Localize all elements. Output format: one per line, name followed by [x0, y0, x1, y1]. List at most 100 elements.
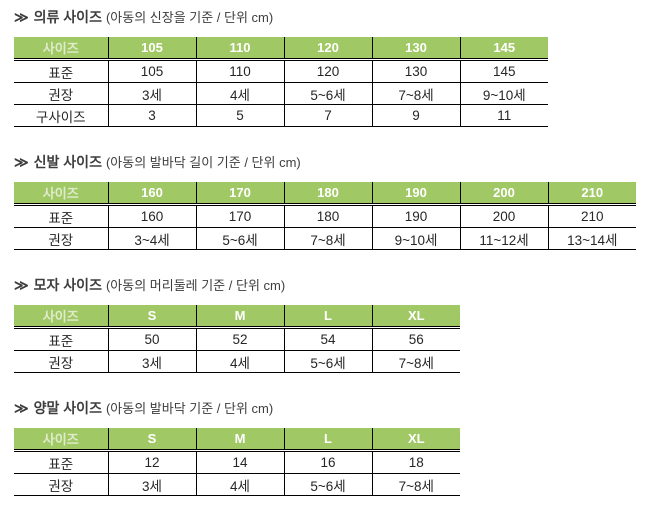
row-label-cell: 표준 — [14, 204, 108, 228]
value-cell: 4세 — [195, 82, 284, 105]
size-column-header: 180 — [283, 182, 372, 206]
value-cell: 7~8세 — [371, 82, 460, 105]
value-cell: 105 — [107, 59, 196, 83]
value-cell: 9 — [371, 104, 460, 127]
size-corner-header: 사이즈 — [14, 182, 108, 206]
value-cell: 11~12세 — [459, 227, 548, 250]
value-cell: 3~4세 — [107, 227, 196, 250]
value-cell: 4세 — [195, 350, 284, 373]
size-section-clothing: ≫ 의류 사이즈 (아동의 신장을 기준 / 단위 cm) 사이즈 105 110 120 1… — [14, 8, 658, 127]
value-cell: 4세 — [195, 473, 284, 496]
section-title-shoes: ≫ 신발 사이즈 (아동의 발바닥 길이 기준 / 단위 cm) — [14, 153, 658, 172]
value-cell: 3 — [107, 104, 196, 127]
value-cell: 180 — [283, 204, 372, 228]
table-row: 권장 3~4세 5~6세 7~8세 9~10세 11~12세 13~14세 — [14, 227, 636, 250]
section-title-note: (아동의 머리둘레 기준 / 단위 cm) — [105, 278, 286, 293]
value-cell: 5~6세 — [283, 350, 372, 373]
section-title-text: 신발 사이즈 — [33, 154, 102, 170]
section-title-note: (아동의 발바닥 기준 / 단위 cm) — [105, 401, 274, 416]
table-row: 권장 3세 4세 5~6세 7~8세 9~10세 — [14, 82, 548, 105]
size-column-header: 105 — [107, 37, 196, 61]
size-column-header: 170 — [195, 182, 284, 206]
double-chevron-icon: ≫ — [14, 400, 29, 416]
value-cell: 11 — [459, 104, 548, 127]
size-column-header: XL — [371, 428, 460, 452]
size-column-header: M — [195, 428, 284, 452]
section-title-clothing: ≫ 의류 사이즈 (아동의 신장을 기준 / 단위 cm) — [14, 8, 658, 27]
value-cell: 110 — [195, 59, 284, 83]
value-cell: 56 — [371, 327, 460, 351]
value-cell: 14 — [195, 450, 284, 474]
section-title-text: 의류 사이즈 — [33, 9, 102, 25]
table-row: 표준 160 170 180 190 200 210 — [14, 204, 636, 228]
value-cell: 3세 — [107, 82, 196, 105]
size-column-header: S — [107, 305, 196, 329]
table-row: 표준 50 52 54 56 — [14, 327, 460, 351]
size-column-header: S — [107, 428, 196, 452]
value-cell: 9~10세 — [371, 227, 460, 250]
section-title-note: (아동의 발바닥 길이 기준 / 단위 cm) — [105, 155, 301, 170]
value-cell: 3세 — [107, 473, 196, 496]
value-cell: 145 — [459, 59, 548, 83]
table-row: 표준 105 110 120 130 145 — [14, 59, 548, 83]
size-corner-header: 사이즈 — [14, 37, 108, 61]
value-cell: 13~14세 — [547, 227, 636, 250]
row-label-cell: 구사이즈 — [14, 104, 108, 127]
table-row: 권장 3세 4세 5~6세 7~8세 — [14, 350, 460, 373]
size-section-socks: ≫ 양말 사이즈 (아동의 발바닥 기준 / 단위 cm) 사이즈 S M L XL 표준 12 1… — [14, 399, 658, 496]
double-chevron-icon: ≫ — [14, 154, 29, 170]
double-chevron-icon: ≫ — [14, 277, 29, 293]
size-column-header: XL — [371, 305, 460, 329]
size-column-header: 190 — [371, 182, 460, 206]
size-corner-header: 사이즈 — [14, 305, 108, 329]
size-section-hats: ≫ 모자 사이즈 (아동의 머리둘레 기준 / 단위 cm) 사이즈 S M L XL 표준 50… — [14, 276, 658, 373]
value-cell: 7~8세 — [283, 227, 372, 250]
value-cell: 5~6세 — [283, 82, 372, 105]
size-table-shoes: 사이즈 160 170 180 190 200 210 표준 160 170 180 190 200 21… — [14, 182, 636, 250]
row-label-cell: 권장 — [14, 227, 108, 250]
size-table-hats: 사이즈 S M L XL 표준 50 52 54 56 권장 3세 4세 5~6세 7~8세 — [14, 305, 460, 373]
row-label-cell: 표준 — [14, 327, 108, 351]
value-cell: 52 — [195, 327, 284, 351]
size-column-header: 110 — [195, 37, 284, 61]
row-label-cell: 표준 — [14, 450, 108, 474]
section-title-text: 양말 사이즈 — [33, 400, 102, 416]
size-column-header: 210 — [547, 182, 636, 206]
size-section-shoes: ≫ 신발 사이즈 (아동의 발바닥 길이 기준 / 단위 cm) 사이즈 160 170 1… — [14, 153, 658, 250]
value-cell: 210 — [547, 204, 636, 228]
row-label-cell: 권장 — [14, 350, 108, 373]
size-column-header: L — [283, 305, 372, 329]
value-cell: 9~10세 — [459, 82, 548, 105]
table-row: 권장 3세 4세 5~6세 7~8세 — [14, 473, 460, 496]
section-title-text: 모자 사이즈 — [33, 277, 102, 293]
size-column-header: 160 — [107, 182, 196, 206]
double-chevron-icon: ≫ — [14, 9, 29, 25]
size-column-header: L — [283, 428, 372, 452]
size-column-header: 130 — [371, 37, 460, 61]
value-cell: 120 — [283, 59, 372, 83]
table-header-row: 사이즈 S M L XL — [14, 305, 460, 329]
section-title-socks: ≫ 양말 사이즈 (아동의 발바닥 기준 / 단위 cm) — [14, 399, 658, 418]
size-column-header: 200 — [459, 182, 548, 206]
size-column-header: 145 — [459, 37, 548, 61]
size-guide-document: ≫ 의류 사이즈 (아동의 신장을 기준 / 단위 cm) 사이즈 105 110 120 1… — [14, 8, 658, 496]
value-cell: 130 — [371, 59, 460, 83]
size-column-header: 120 — [283, 37, 372, 61]
table-header-row: 사이즈 105 110 120 130 145 — [14, 37, 548, 61]
value-cell: 5~6세 — [195, 227, 284, 250]
size-corner-header: 사이즈 — [14, 428, 108, 452]
value-cell: 5~6세 — [283, 473, 372, 496]
value-cell: 7~8세 — [371, 350, 460, 373]
value-cell: 7~8세 — [371, 473, 460, 496]
table-row: 표준 12 14 16 18 — [14, 450, 460, 474]
value-cell: 190 — [371, 204, 460, 228]
table-header-row: 사이즈 160 170 180 190 200 210 — [14, 182, 636, 206]
size-column-header: M — [195, 305, 284, 329]
value-cell: 50 — [107, 327, 196, 351]
size-table-socks: 사이즈 S M L XL 표준 12 14 16 18 권장 3세 4세 5~6세 7~8세 — [14, 428, 460, 496]
table-header-row: 사이즈 S M L XL — [14, 428, 460, 452]
size-table-clothing: 사이즈 105 110 120 130 145 표준 105 110 120 130 145 권장 3세 4… — [14, 37, 548, 127]
table-row: 구사이즈 3 5 7 9 11 — [14, 104, 548, 127]
row-label-cell: 권장 — [14, 82, 108, 105]
value-cell: 16 — [283, 450, 372, 474]
